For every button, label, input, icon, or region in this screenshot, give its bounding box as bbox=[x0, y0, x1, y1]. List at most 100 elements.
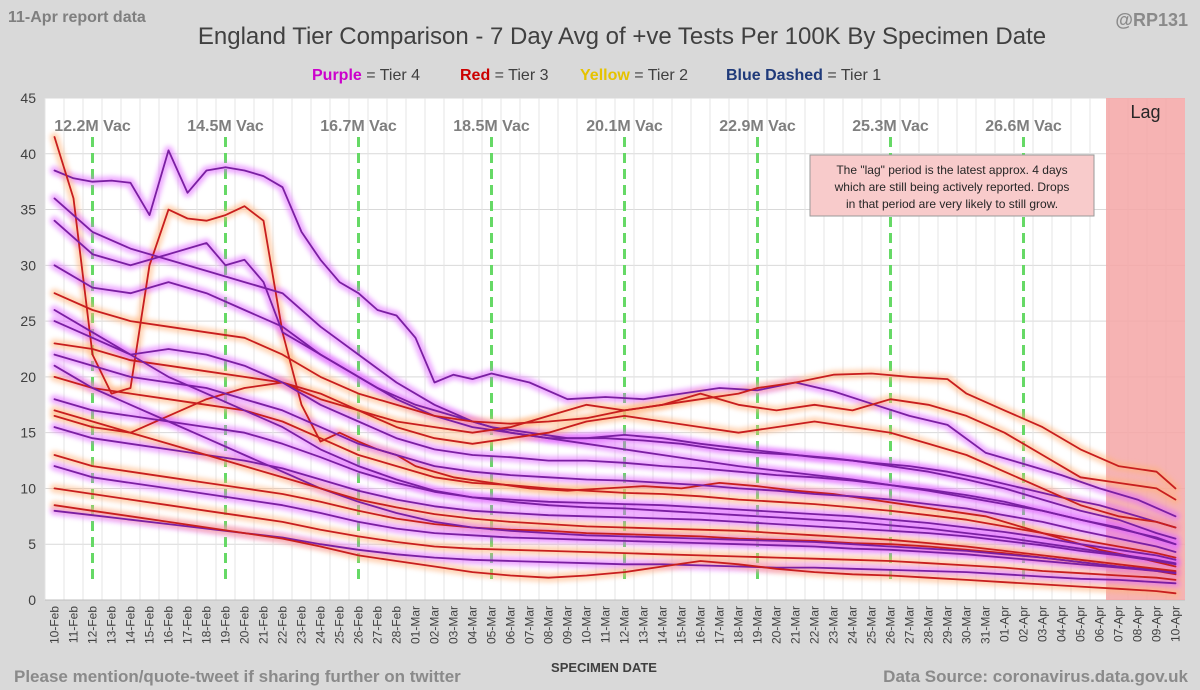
legend-tier-label: = Tier 4 bbox=[362, 67, 420, 84]
series-line bbox=[53, 487, 1177, 581]
x-tick-label: 04-Apr bbox=[1055, 606, 1069, 642]
y-tick-label: 0 bbox=[28, 592, 36, 608]
x-tick-label: 14-Mar bbox=[656, 606, 670, 644]
x-tick-label: 30-Mar bbox=[960, 606, 974, 644]
series-line bbox=[53, 342, 1177, 501]
vaccination-marker-label: 16.7M Vac bbox=[320, 118, 397, 135]
x-tick-label: 10-Mar bbox=[580, 606, 594, 644]
x-tick-label: 23-Mar bbox=[827, 606, 841, 644]
x-tick-label: 21-Mar bbox=[789, 606, 803, 644]
legend-entry: Blue Dashed = Tier 1 bbox=[726, 67, 881, 84]
x-tick-label: 05-Apr bbox=[1074, 606, 1088, 642]
y-axis: 0 5 10 15 20 25 30 35 40 45 bbox=[20, 90, 36, 608]
vaccination-marker-label: 25.3M Vac bbox=[852, 118, 929, 135]
series-line bbox=[53, 465, 1177, 575]
annotation-box bbox=[809, 154, 1095, 217]
legend-entry: Purple = Tier 4 bbox=[312, 67, 420, 84]
x-tick-label: 05-Mar bbox=[485, 606, 499, 644]
x-tick-label: 11-Feb bbox=[67, 606, 81, 643]
series-line bbox=[53, 504, 1177, 595]
y-tick-label: 20 bbox=[20, 369, 36, 385]
x-axis-title: SPECIMEN DATE bbox=[551, 660, 657, 675]
x-tick-label: 15-Mar bbox=[675, 606, 689, 644]
x-tick-label: 19-Mar bbox=[751, 606, 765, 644]
plot-area: Lag 12.2M Vac 14.5M Vac 16.7M Vac 18.5M Vac… bbox=[44, 97, 1185, 601]
data-source: Data Source: coronavirus.data.gov.uk bbox=[883, 667, 1188, 686]
legend-key: Yellow bbox=[580, 67, 630, 84]
x-tick-label: 07-Mar bbox=[523, 606, 537, 644]
x-tick-label: 23-Feb bbox=[295, 606, 309, 644]
x-tick-label: 25-Mar bbox=[865, 606, 879, 644]
series-line bbox=[53, 426, 1177, 566]
lag-annotation: The "lag" period is the latest approx. 4… bbox=[809, 154, 1095, 217]
x-tick-label: 28-Feb bbox=[390, 606, 404, 644]
series-lines bbox=[50, 132, 1180, 598]
author-handle: @RP131 bbox=[1115, 10, 1188, 30]
x-tick-label: 22-Feb bbox=[276, 606, 290, 644]
x-tick-label: 31-Mar bbox=[979, 606, 993, 644]
footer-note: Please mention/quote-tweet if sharing fu… bbox=[14, 667, 461, 686]
y-tick-label: 15 bbox=[20, 425, 36, 441]
x-tick-label: 13-Mar bbox=[637, 606, 651, 644]
x-tick-label: 26-Feb bbox=[352, 606, 366, 644]
annotation-text: in that period are very likely to still … bbox=[846, 197, 1058, 211]
annotation-text: which are still being actively reported.… bbox=[834, 180, 1070, 194]
legend-entry: Red = Tier 3 bbox=[460, 67, 549, 84]
x-tick-label: 09-Mar bbox=[561, 606, 575, 644]
series-line bbox=[53, 309, 1177, 565]
x-tick-label: 12-Mar bbox=[618, 606, 632, 644]
x-tick-label: 15-Feb bbox=[143, 606, 157, 644]
x-tick-label: 10-Apr bbox=[1169, 606, 1183, 642]
y-tick-label: 25 bbox=[20, 313, 36, 329]
legend-key: Blue Dashed bbox=[726, 67, 823, 84]
x-tick-label: 16-Feb bbox=[162, 606, 176, 644]
legend-entry: Yellow = Tier 2 bbox=[580, 67, 688, 84]
x-tick-label: 29-Mar bbox=[941, 606, 955, 644]
legend-tier-label: = Tier 3 bbox=[490, 67, 548, 84]
x-tick-label: 18-Feb bbox=[200, 606, 214, 644]
x-tick-label: 06-Mar bbox=[504, 606, 518, 644]
x-tick-label: 22-Mar bbox=[808, 606, 822, 644]
x-tick-label: 18-Mar bbox=[732, 606, 746, 644]
x-tick-label: 03-Mar bbox=[447, 606, 461, 644]
vaccination-marker-label: 20.1M Vac bbox=[586, 118, 663, 135]
y-tick-label: 30 bbox=[20, 257, 36, 273]
x-tick-label: 28-Mar bbox=[922, 606, 936, 644]
x-tick-label: 17-Feb bbox=[181, 606, 195, 644]
x-tick-label: 25-Feb bbox=[333, 606, 347, 644]
lag-label: Lag bbox=[1130, 102, 1160, 122]
series-line bbox=[53, 353, 1177, 553]
x-tick-label: 08-Mar bbox=[542, 606, 556, 644]
x-tick-label: 20-Feb bbox=[238, 606, 252, 644]
series-line bbox=[53, 136, 1177, 568]
vaccination-marker-label: 12.2M Vac bbox=[54, 118, 131, 135]
y-tick-label: 10 bbox=[20, 480, 36, 496]
chart-legend: Purple = Tier 4 Red = Tier 3 Yellow = Tier… bbox=[312, 67, 881, 84]
x-tick-label: 03-Apr bbox=[1036, 606, 1050, 642]
legend-tier-label: = Tier 1 bbox=[823, 67, 881, 84]
series-line bbox=[53, 149, 1177, 518]
series-line bbox=[53, 409, 1177, 572]
x-tick-label: 06-Apr bbox=[1093, 606, 1107, 642]
x-tick-label: 26-Mar bbox=[884, 606, 898, 644]
x-tick-label: 20-Mar bbox=[770, 606, 784, 644]
x-tick-label: 11-Mar bbox=[599, 606, 613, 643]
report-date-label: 11-Apr report data bbox=[8, 9, 146, 26]
x-tick-label: 27-Feb bbox=[371, 606, 385, 644]
x-tick-label: 04-Mar bbox=[466, 606, 480, 644]
y-tick-label: 40 bbox=[20, 146, 36, 162]
x-tick-label: 16-Mar bbox=[694, 606, 708, 644]
y-tick-label: 5 bbox=[28, 536, 36, 552]
x-tick-label: 19-Feb bbox=[219, 606, 233, 644]
x-tick-label: 17-Mar bbox=[713, 606, 727, 644]
legend-key: Purple bbox=[312, 67, 362, 84]
x-tick-label: 21-Feb bbox=[257, 606, 271, 644]
x-tick-label: 13-Feb bbox=[105, 606, 119, 644]
series-line bbox=[53, 398, 1177, 561]
annotation-text: The "lag" period is the latest approx. 4… bbox=[836, 163, 1067, 177]
series-line bbox=[53, 381, 1177, 529]
vaccination-marker-label: 14.5M Vac bbox=[187, 118, 264, 135]
x-tick-label: 08-Apr bbox=[1131, 606, 1145, 642]
vaccination-marker-label: 22.9M Vac bbox=[719, 118, 796, 135]
